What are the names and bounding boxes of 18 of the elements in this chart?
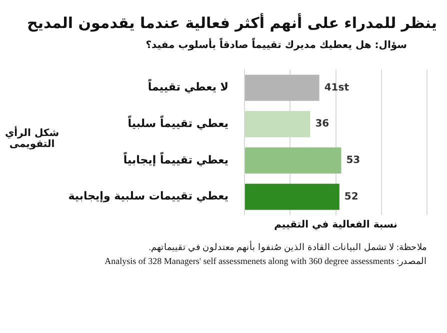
- chart-title: ينظر للمدراء على أنهم أكثر فعالية عندما يقدمون المديح: [27, 14, 437, 32]
- x-axis-title: نسبة الفعالية في التقييم: [274, 220, 398, 231]
- y-tick-label: لا يعطي تقييماً: [148, 78, 228, 94]
- y-tick-label: يعطي تقييمات سلبية وإيجابية: [68, 190, 228, 203]
- data-label: 53: [346, 155, 360, 166]
- data-label: 36: [315, 118, 330, 130]
- bar: [245, 111, 310, 138]
- data-label: 52: [344, 191, 358, 202]
- text: ملاحظة: لا تشمل البيانات القادة الذين صُنفوا بأنهم معتدلون في تقييماتهم.: [148, 240, 427, 254]
- data-label: 41st: [324, 82, 350, 94]
- y-tick-label: يعطي تقييماً إيجابياً: [123, 150, 228, 166]
- bar: [245, 147, 342, 174]
- bar: [245, 184, 340, 210]
- bar: [245, 74, 320, 101]
- y-tick-label: يعطي تقييماً سلبياً: [128, 114, 228, 130]
- y-axis-title: شكل الرأي التقويمى: [4, 128, 60, 150]
- chart-subtitle: سؤال: هل يعطيك مديرك تقييماً صادقاً بأسلوب مفيد؟: [146, 40, 407, 51]
- text: المصدر: Analysis of 328 Managers' self assessmenets along with 360 degree assessments: [104, 255, 427, 268]
